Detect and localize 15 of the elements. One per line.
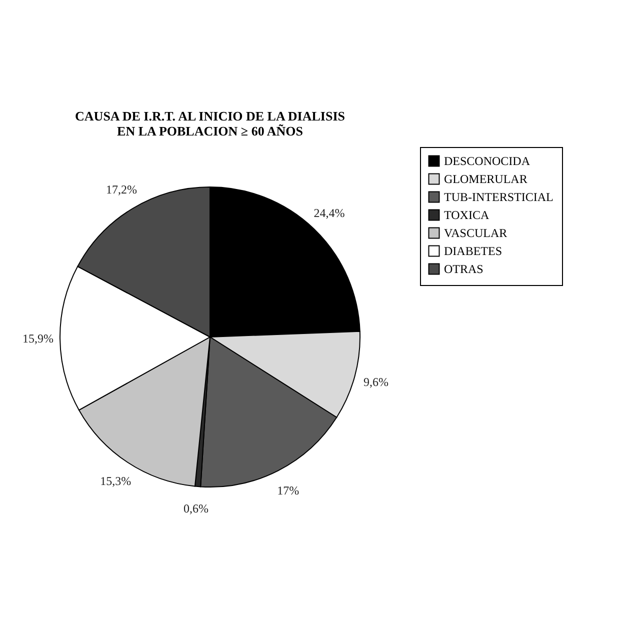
legend-label: VASCULAR xyxy=(444,226,508,240)
chart-title: CAUSA DE I.R.T. AL INICIO DE LA DIALISIS EN LA POBLACION ≥ 60 AÑOS xyxy=(75,108,345,138)
data-label: 17,2% xyxy=(106,182,138,197)
data-label: 15,3% xyxy=(100,474,132,488)
legend-label: DESCONOCIDA xyxy=(444,154,530,168)
data-label: 24,4% xyxy=(314,206,345,220)
legend-label: TUB-INTERSTICIAL xyxy=(444,190,554,204)
data-label: 17% xyxy=(277,483,300,498)
data-label: 9,6% xyxy=(364,374,389,389)
legend-label: GLOMERULAR xyxy=(444,172,528,186)
legend-label: TOXICA xyxy=(444,208,490,222)
data-label: 15,9% xyxy=(22,332,54,346)
legend-label: DIABETES xyxy=(444,244,502,258)
data-label: 0,6% xyxy=(183,501,208,516)
legend-label: OTRAS xyxy=(444,262,484,276)
